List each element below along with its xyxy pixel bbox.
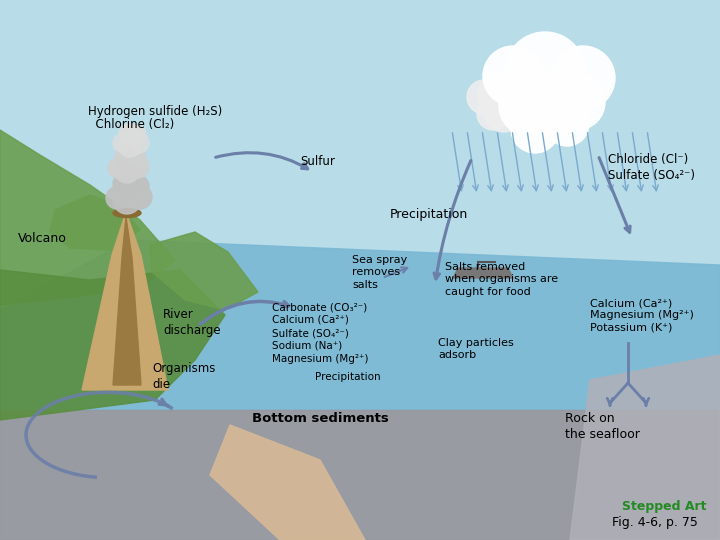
Circle shape bbox=[500, 79, 536, 115]
Polygon shape bbox=[82, 212, 168, 390]
Text: Sodium (Na⁺): Sodium (Na⁺) bbox=[272, 341, 342, 351]
Circle shape bbox=[505, 32, 585, 112]
Circle shape bbox=[483, 46, 543, 106]
Circle shape bbox=[115, 146, 135, 166]
Text: Organisms
die: Organisms die bbox=[152, 362, 215, 391]
Circle shape bbox=[120, 124, 142, 146]
Text: Calcium (Ca²⁺)
Magnesium (Mg²⁺)
Potassium (K⁺): Calcium (Ca²⁺) Magnesium (Mg²⁺) Potassiu… bbox=[590, 298, 694, 333]
Polygon shape bbox=[0, 270, 225, 420]
Circle shape bbox=[114, 161, 138, 185]
Text: Salts removed
when organisms are
caught for food: Salts removed when organisms are caught … bbox=[445, 262, 558, 297]
Polygon shape bbox=[113, 217, 141, 385]
Polygon shape bbox=[0, 130, 175, 305]
Circle shape bbox=[113, 134, 131, 152]
Text: Fig. 4-6, p. 75: Fig. 4-6, p. 75 bbox=[612, 516, 698, 529]
Circle shape bbox=[118, 133, 142, 157]
Text: Sulfate (SO₄²⁻): Sulfate (SO₄²⁻) bbox=[272, 328, 349, 338]
Text: Bottom sediments: Bottom sediments bbox=[252, 412, 389, 425]
Text: River
discharge: River discharge bbox=[163, 308, 220, 337]
Circle shape bbox=[521, 70, 589, 138]
Polygon shape bbox=[570, 355, 720, 540]
Circle shape bbox=[502, 97, 532, 127]
Text: Precipitation: Precipitation bbox=[390, 208, 468, 221]
Polygon shape bbox=[50, 195, 140, 250]
Polygon shape bbox=[150, 232, 258, 310]
Circle shape bbox=[128, 149, 146, 167]
Text: Rock on
the seafloor: Rock on the seafloor bbox=[565, 412, 640, 441]
Text: Volcano: Volcano bbox=[18, 232, 67, 245]
Circle shape bbox=[511, 105, 559, 153]
Polygon shape bbox=[453, 268, 513, 278]
Circle shape bbox=[113, 173, 135, 195]
Text: Magnesium (Mg²⁺): Magnesium (Mg²⁺) bbox=[272, 354, 369, 364]
Circle shape bbox=[478, 73, 522, 117]
Circle shape bbox=[127, 156, 149, 178]
Text: Stepped Art: Stepped Art bbox=[622, 500, 706, 513]
Text: Precipitation: Precipitation bbox=[315, 372, 381, 382]
Circle shape bbox=[108, 158, 128, 178]
Circle shape bbox=[129, 133, 149, 153]
Ellipse shape bbox=[113, 208, 141, 218]
Circle shape bbox=[119, 124, 137, 142]
Circle shape bbox=[128, 185, 152, 209]
Circle shape bbox=[129, 176, 149, 196]
Text: Calcium (Ca²⁺): Calcium (Ca²⁺) bbox=[272, 315, 349, 325]
Text: Chloride (Cl⁻)
Sulfate (SO₄²⁻): Chloride (Cl⁻) Sulfate (SO₄²⁻) bbox=[608, 153, 695, 182]
Circle shape bbox=[113, 186, 141, 214]
Text: Hydrogen sulfide (H₂S): Hydrogen sulfide (H₂S) bbox=[88, 105, 222, 118]
Text: Chlorine (Cl₂): Chlorine (Cl₂) bbox=[88, 118, 174, 131]
Circle shape bbox=[549, 74, 605, 130]
Text: Sea spray
removes
salts: Sea spray removes salts bbox=[352, 255, 408, 290]
Circle shape bbox=[477, 98, 509, 130]
Circle shape bbox=[114, 157, 140, 183]
Circle shape bbox=[551, 46, 615, 110]
Circle shape bbox=[123, 165, 143, 185]
Text: Clay particles
adsorb: Clay particles adsorb bbox=[438, 338, 514, 360]
Circle shape bbox=[116, 174, 142, 200]
Circle shape bbox=[545, 102, 589, 146]
Polygon shape bbox=[0, 240, 720, 410]
Polygon shape bbox=[210, 425, 365, 540]
Circle shape bbox=[117, 147, 141, 171]
Circle shape bbox=[499, 76, 559, 136]
Text: Sulfur: Sulfur bbox=[300, 155, 335, 168]
Text: Carbonate (CO₃²⁻): Carbonate (CO₃²⁻) bbox=[272, 302, 367, 312]
Polygon shape bbox=[0, 410, 720, 540]
Circle shape bbox=[106, 187, 128, 209]
Circle shape bbox=[130, 126, 146, 142]
Circle shape bbox=[485, 94, 523, 132]
Circle shape bbox=[467, 80, 501, 114]
